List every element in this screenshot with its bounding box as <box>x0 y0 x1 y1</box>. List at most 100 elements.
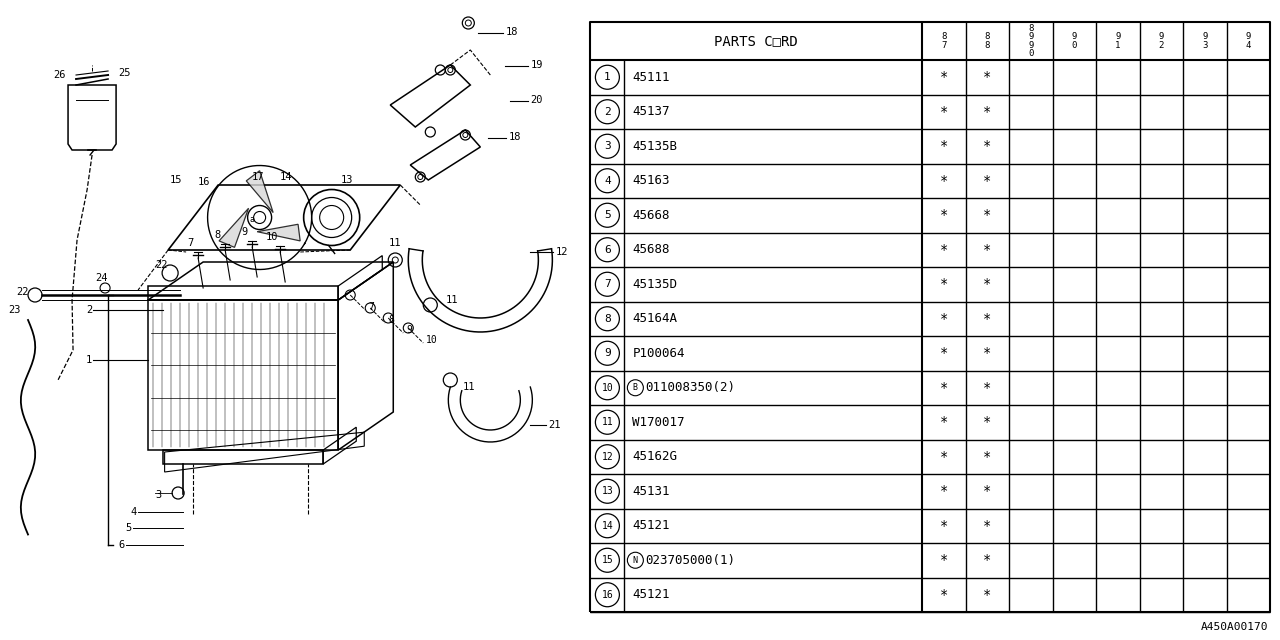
Text: *: * <box>940 173 948 188</box>
Text: 14: 14 <box>602 521 613 531</box>
Text: *: * <box>940 140 948 153</box>
Text: 12: 12 <box>602 452 613 461</box>
Text: 45688: 45688 <box>632 243 669 256</box>
Text: 22: 22 <box>155 260 168 270</box>
Text: *: * <box>983 208 992 222</box>
Text: 45121: 45121 <box>632 519 669 532</box>
Text: 25: 25 <box>118 68 131 78</box>
Text: *: * <box>940 70 948 84</box>
Text: *: * <box>940 588 948 602</box>
Text: 16: 16 <box>602 589 613 600</box>
Text: 5: 5 <box>604 211 611 220</box>
Text: 011008350(2): 011008350(2) <box>645 381 736 394</box>
Text: 21: 21 <box>548 420 561 430</box>
Text: 9
2: 9 2 <box>1158 33 1164 50</box>
Text: a: a <box>250 215 255 224</box>
Text: *: * <box>940 381 948 395</box>
Text: *: * <box>983 588 992 602</box>
Text: *: * <box>983 346 992 360</box>
Text: N: N <box>632 556 637 564</box>
Text: 10: 10 <box>602 383 613 393</box>
Text: *: * <box>940 277 948 291</box>
Text: 20: 20 <box>530 95 543 105</box>
Text: *: * <box>983 173 992 188</box>
Text: *: * <box>983 381 992 395</box>
Text: 19: 19 <box>530 60 543 70</box>
Text: 4: 4 <box>604 176 611 186</box>
Polygon shape <box>257 224 301 241</box>
Text: 6: 6 <box>604 244 611 255</box>
Text: 2: 2 <box>86 305 92 315</box>
Text: 26: 26 <box>54 70 67 80</box>
Text: 11: 11 <box>462 382 475 392</box>
Text: 17: 17 <box>252 172 264 182</box>
Text: 45131: 45131 <box>632 484 669 498</box>
Text: 45137: 45137 <box>632 105 669 118</box>
Text: 45135B: 45135B <box>632 140 677 153</box>
Text: 45668: 45668 <box>632 209 669 221</box>
Text: 8
9
9
0: 8 9 9 0 <box>1028 24 1033 58</box>
Text: 15: 15 <box>602 556 613 565</box>
Text: 7: 7 <box>604 279 611 289</box>
Text: 8
8: 8 8 <box>984 33 991 50</box>
Text: 9: 9 <box>604 348 611 358</box>
Text: 9
3: 9 3 <box>1202 33 1207 50</box>
Text: *: * <box>940 450 948 464</box>
Text: 12: 12 <box>556 247 568 257</box>
Text: 8
7: 8 7 <box>941 33 947 50</box>
Text: 45164A: 45164A <box>632 312 677 325</box>
Text: 11: 11 <box>445 295 458 305</box>
Text: *: * <box>983 484 992 499</box>
Text: W170017: W170017 <box>632 416 685 429</box>
Text: 9: 9 <box>241 227 247 237</box>
Text: *: * <box>940 208 948 222</box>
Circle shape <box>247 205 271 230</box>
Text: 10: 10 <box>426 335 438 345</box>
Text: 11: 11 <box>602 417 613 428</box>
Text: *: * <box>940 519 948 532</box>
Text: *: * <box>940 346 948 360</box>
Text: 45162G: 45162G <box>632 451 677 463</box>
Text: *: * <box>983 519 992 532</box>
Text: 15: 15 <box>170 175 183 185</box>
Text: 45163: 45163 <box>632 174 669 188</box>
Text: 3: 3 <box>155 490 161 500</box>
Text: 45121: 45121 <box>632 588 669 601</box>
Text: 9
4: 9 4 <box>1245 33 1251 50</box>
Text: 22: 22 <box>17 287 28 297</box>
Text: *: * <box>983 105 992 119</box>
Text: A450A00170: A450A00170 <box>1201 622 1268 632</box>
Text: 16: 16 <box>198 177 211 187</box>
Text: 8: 8 <box>214 230 220 240</box>
Text: 14: 14 <box>279 172 292 182</box>
Text: *: * <box>983 243 992 257</box>
Text: 18: 18 <box>508 132 521 142</box>
Text: 45111: 45111 <box>632 71 669 84</box>
Text: 23: 23 <box>8 305 20 315</box>
Text: 10: 10 <box>266 232 279 242</box>
Text: *: * <box>940 105 948 119</box>
Text: *: * <box>983 140 992 153</box>
Text: 9: 9 <box>406 325 412 335</box>
Text: *: * <box>940 312 948 326</box>
Text: *: * <box>940 415 948 429</box>
Text: 9
1: 9 1 <box>1115 33 1120 50</box>
Text: 45135D: 45135D <box>632 278 677 291</box>
Text: 8: 8 <box>604 314 611 324</box>
Text: 2: 2 <box>604 107 611 116</box>
Text: 8: 8 <box>388 315 394 325</box>
Text: *: * <box>940 484 948 499</box>
Text: B: B <box>632 383 637 392</box>
Text: 13: 13 <box>340 175 353 185</box>
Text: 11: 11 <box>389 238 402 248</box>
Text: 7: 7 <box>187 238 193 248</box>
Text: 4: 4 <box>131 507 137 517</box>
Text: 7: 7 <box>369 302 374 312</box>
Text: 1: 1 <box>604 72 611 83</box>
Text: *: * <box>983 450 992 464</box>
Text: PARTS C□RD: PARTS C□RD <box>714 34 799 48</box>
Polygon shape <box>246 171 273 212</box>
Text: *: * <box>983 277 992 291</box>
Text: 023705000(1): 023705000(1) <box>645 554 736 567</box>
Text: 9
0: 9 0 <box>1071 33 1076 50</box>
